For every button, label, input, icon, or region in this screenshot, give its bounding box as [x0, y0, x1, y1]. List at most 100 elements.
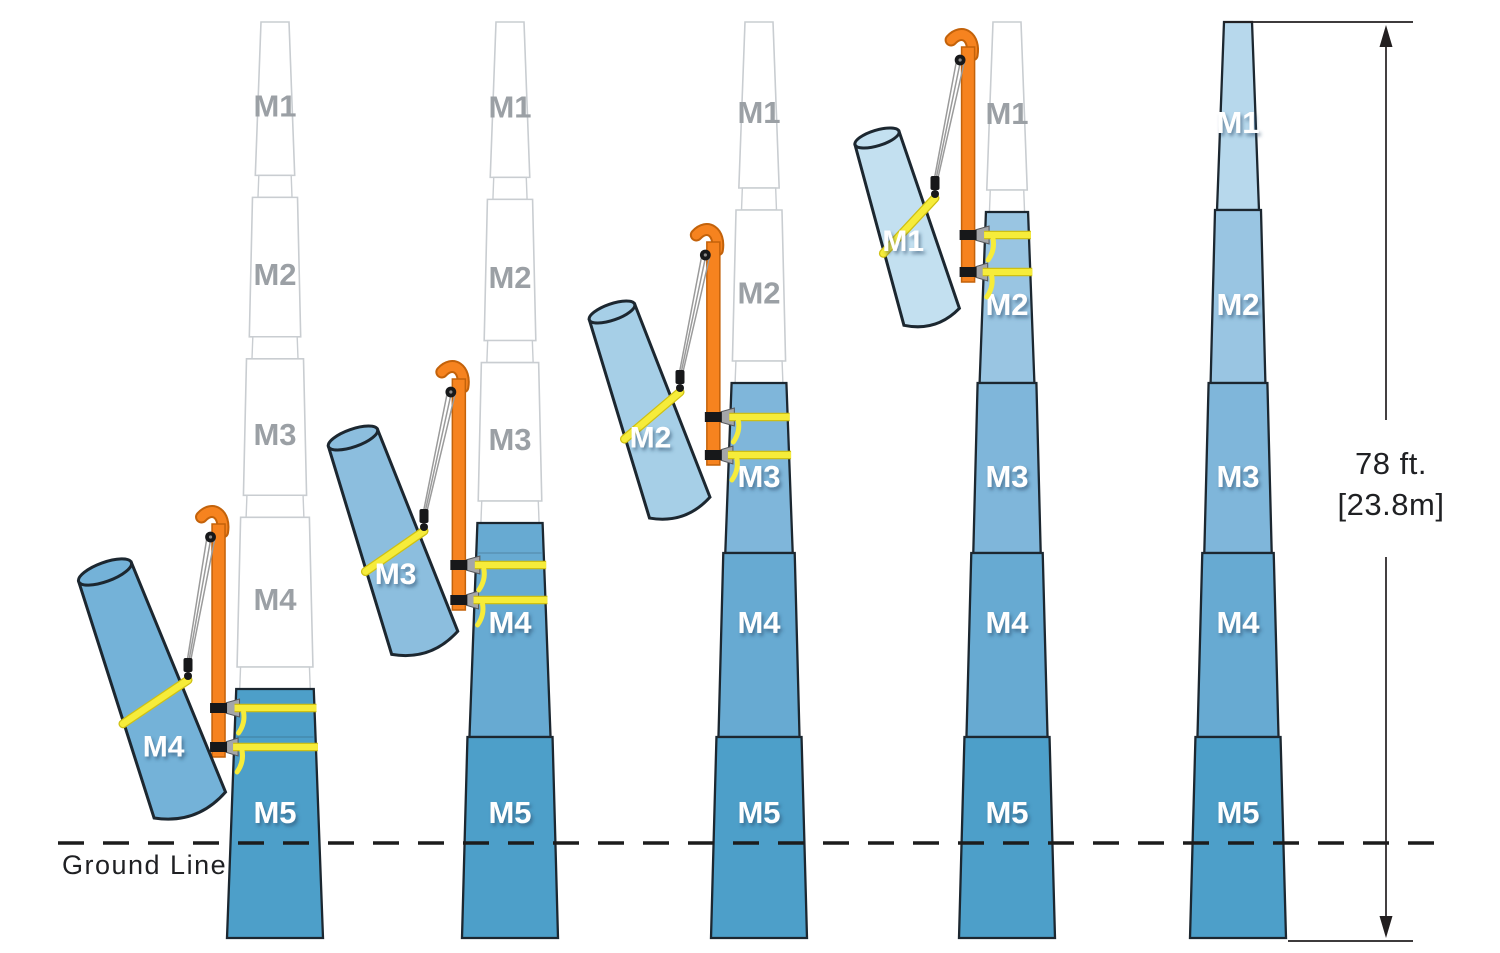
stage-4-section-label-m2: M2	[985, 287, 1028, 322]
stage-3-lifted-end-cap	[587, 299, 637, 325]
height-dimension-meters-label: [23.8m]	[1337, 487, 1445, 522]
stage-3: M1 M2 M3 M4 M5 M2	[587, 21, 809, 940]
stage-4-ghost-section-m1	[985, 21, 1029, 191]
stage-4-hoist-cable-2	[934, 62, 961, 185]
stage-4-pulley-pin	[958, 58, 962, 62]
stage-3-sling-tail-1	[730, 418, 742, 445]
stage-2-clamp-band-2	[450, 595, 468, 605]
stage-1-ghost-section-m2	[248, 196, 302, 338]
stage-4-lift-sling	[880, 194, 939, 257]
stage-1-ghost-section-m3	[242, 357, 308, 497]
stage-2-section-m5	[460, 735, 560, 940]
stage-4-section-label-m3: M3	[985, 459, 1028, 494]
stage-2-hoist-cable-2	[423, 394, 452, 518]
stage-1-hoist-cable-2	[187, 539, 212, 667]
stage-3-section-label-m5: M5	[737, 795, 780, 830]
stage-1-lifted-label-m4: M4	[143, 731, 185, 764]
stage-3-gin-pole	[706, 241, 721, 466]
stage-2-section-label-m4: M4	[488, 605, 532, 640]
stage-2-ghost-label-m2: M2	[488, 260, 531, 295]
stage-2-gin-pole	[451, 378, 467, 611]
stage-3-section-m5	[709, 735, 809, 940]
stage-2-ghost-label-m3: M3	[488, 422, 531, 457]
stage-2-lift-sling	[362, 527, 428, 575]
stage-3-ghost-joint-collar	[740, 187, 778, 211]
stage-4-section-label-m5: M5	[985, 795, 1028, 830]
stage-2-hoist-cable-1	[421, 394, 448, 518]
stage-1-ghost-joint-collar	[251, 336, 299, 360]
stage-1-hook	[184, 672, 192, 680]
stage-3-section-label-m3: M3	[737, 459, 780, 494]
stage-2-gin-pole-assembly	[421, 360, 548, 628]
stage-1-ghost-section-m1	[254, 21, 296, 177]
stage-2-hoist-cable-3	[424, 394, 456, 518]
stage-2-hook-block	[419, 509, 429, 523]
stage-1-gin-pole-assembly	[185, 505, 318, 775]
stage-2-ghost-section-m1	[489, 21, 531, 179]
stage-3-ghost-section-m1	[738, 21, 780, 189]
stage-1-ghost-joint-collar	[245, 494, 305, 519]
stage-2-section-label-m5: M5	[488, 795, 531, 830]
stage-4-ghost-joint-collar	[988, 189, 1026, 213]
stage-1-ghost-label-m2: M2	[253, 257, 296, 292]
stage-3-lift-sling	[621, 388, 684, 443]
stage-2-hook	[420, 523, 428, 531]
stage-3-clamp-band-2	[704, 450, 722, 460]
stage-4-sling-tail-1	[985, 236, 997, 263]
stage-1-ghost-label-m3: M3	[253, 417, 296, 452]
stage-4-hoist-cable-1	[932, 62, 957, 185]
stage-3-ghost-joint-collar	[734, 360, 784, 384]
height-dimension	[1224, 21, 1413, 942]
stage-4-sling-tail-2	[984, 273, 995, 300]
stage-1-ghost-joint-collar	[257, 174, 293, 199]
stage-1: M1 M2 M3 M4 M5 M4	[76, 21, 325, 940]
stage-1-ghost-label-m4: M4	[253, 582, 297, 617]
stage-1-gin-pole	[211, 523, 226, 758]
stage-3-ghost-label-m2: M2	[737, 276, 780, 311]
stage-5-section-label-m4: M4	[1216, 605, 1260, 640]
stage-3-hook	[676, 384, 684, 392]
stage-1-sling-tail-2	[234, 748, 246, 775]
stage-4-clamp-band-1	[959, 230, 977, 240]
stage-1-clamp-band-1	[210, 703, 228, 713]
stage-4-hoist-cable-3	[935, 62, 965, 185]
stage-5-section-m5	[1188, 735, 1288, 940]
stage-2-ghost-joint-collar	[480, 500, 540, 524]
stage-1-ghost-joint-collar	[239, 666, 311, 690]
stage-2-sling-tail-1	[476, 566, 487, 593]
stage-3-section-label-m4: M4	[737, 605, 781, 640]
stage-4-section-m4	[965, 551, 1049, 739]
stage-3-sling-tail-2	[729, 456, 740, 483]
stage-2-lifted-label-m3: M3	[375, 558, 417, 591]
stage-3-lifted-label-m2: M2	[630, 422, 672, 455]
stage-2-lifted-body	[326, 427, 460, 658]
dimension-arrow-up	[1379, 25, 1393, 47]
stage-1-ghost-section-m4	[236, 516, 314, 668]
stage-1-hoist-cable-3	[188, 539, 216, 667]
stage-3-hoist-cable-2	[679, 257, 707, 379]
dimension-arrow-down	[1379, 916, 1393, 938]
stage-5-section-label-m5: M5	[1216, 795, 1259, 830]
stage-2-ghost-joint-collar	[486, 339, 534, 364]
stage-1-hook-block	[183, 658, 193, 672]
stage-1-lift-sling	[119, 676, 192, 728]
stage-4-clamp-band-2	[959, 267, 977, 277]
stage-1-lifted-body	[76, 560, 228, 821]
stage-2-ghost-joint-collar	[492, 176, 528, 201]
stage-2-ghost-section-m2	[483, 198, 537, 342]
stage-3-clamp-band-1	[704, 412, 722, 422]
stage-4-section-m5	[957, 735, 1057, 940]
stage-4-ghost-label-m1: M1	[985, 96, 1028, 131]
stage-4-gin-pole	[960, 46, 976, 283]
stage-4-lifted-label-m1: M1	[882, 225, 924, 258]
stage-3-section-m4	[717, 551, 801, 739]
stage-2-ghost-section-m3	[477, 361, 543, 502]
stage-4-section-label-m4: M4	[985, 605, 1029, 640]
stage-1-pulley-pin	[208, 535, 213, 539]
stage-3-hook-block	[675, 370, 685, 384]
stage-2-clamp-band-1	[450, 560, 468, 570]
stage-2-ghost-label-m1: M1	[488, 90, 531, 125]
stage-2-lifted-section-m3	[326, 424, 460, 658]
